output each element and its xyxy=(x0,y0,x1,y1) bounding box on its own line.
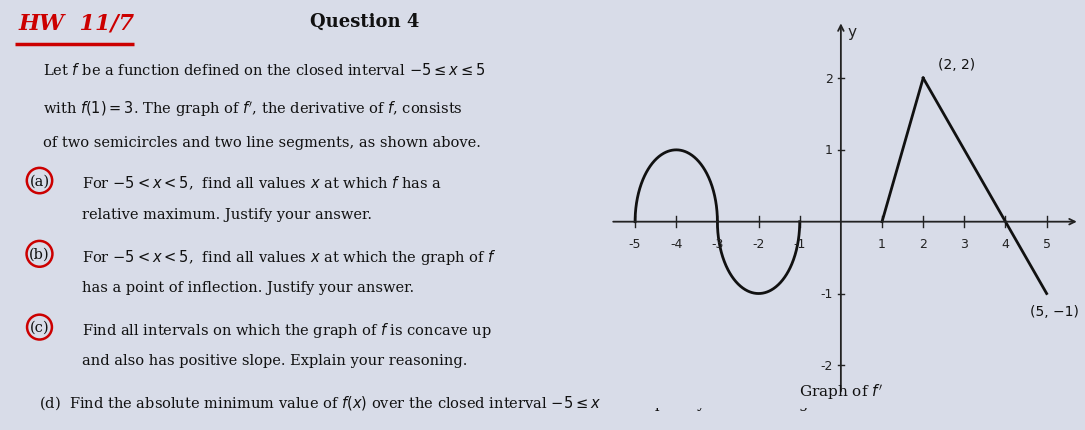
Text: -2: -2 xyxy=(820,359,832,372)
Text: 2: 2 xyxy=(919,238,927,251)
Text: (2, 2): (2, 2) xyxy=(937,58,974,72)
Text: -3: -3 xyxy=(712,238,724,251)
Text: Question 4: Question 4 xyxy=(310,13,419,31)
Text: (5, −1): (5, −1) xyxy=(1030,304,1080,319)
Text: (a): (a) xyxy=(29,174,50,188)
Text: (d)  Find the absolute minimum value of $f(x)$ over the closed interval $-5 \leq: (d) Find the absolute minimum value of $… xyxy=(39,393,814,412)
Text: Find all intervals on which the graph of $f$ is concave up: Find all intervals on which the graph of… xyxy=(82,320,492,339)
Text: of two semicircles and two line segments, as shown above.: of two semicircles and two line segments… xyxy=(42,135,481,149)
Text: -5: -5 xyxy=(629,238,641,251)
Text: (c): (c) xyxy=(29,320,49,334)
Text: 1: 1 xyxy=(878,238,886,251)
Text: 1: 1 xyxy=(825,144,832,157)
Text: 2: 2 xyxy=(825,72,832,85)
Text: -2: -2 xyxy=(752,238,765,251)
Text: with $f(1) = 3$. The graph of $f'$, the derivative of $f$, consists: with $f(1) = 3$. The graph of $f'$, the … xyxy=(42,99,462,118)
Text: (b): (b) xyxy=(29,247,50,261)
Text: Let $f$ be a function defined on the closed interval $-5 \leq x \leq 5$: Let $f$ be a function defined on the clo… xyxy=(42,62,485,78)
Text: 5: 5 xyxy=(1043,238,1050,251)
Text: 4: 4 xyxy=(1001,238,1009,251)
Text: For $-5 < x < 5$,  find all values $x$ at which the graph of $f$: For $-5 < x < 5$, find all values $x$ at… xyxy=(82,247,497,266)
Text: relative maximum. Justify your answer.: relative maximum. Justify your answer. xyxy=(82,207,372,221)
Text: -1: -1 xyxy=(820,287,832,300)
Text: has a point of inflection. Justify your answer.: has a point of inflection. Justify your … xyxy=(82,280,414,294)
Text: Graph of $f'$: Graph of $f'$ xyxy=(799,381,883,401)
Text: -1: -1 xyxy=(793,238,806,251)
Text: 3: 3 xyxy=(960,238,968,251)
Text: For $-5 < x < 5$,  find all values $x$ at which $f$ has a: For $-5 < x < 5$, find all values $x$ at… xyxy=(82,174,442,191)
Text: HW  11/7: HW 11/7 xyxy=(18,13,135,35)
Text: and also has positive slope. Explain your reasoning.: and also has positive slope. Explain you… xyxy=(82,353,468,367)
Text: y: y xyxy=(847,25,856,40)
Text: -4: -4 xyxy=(671,238,682,251)
